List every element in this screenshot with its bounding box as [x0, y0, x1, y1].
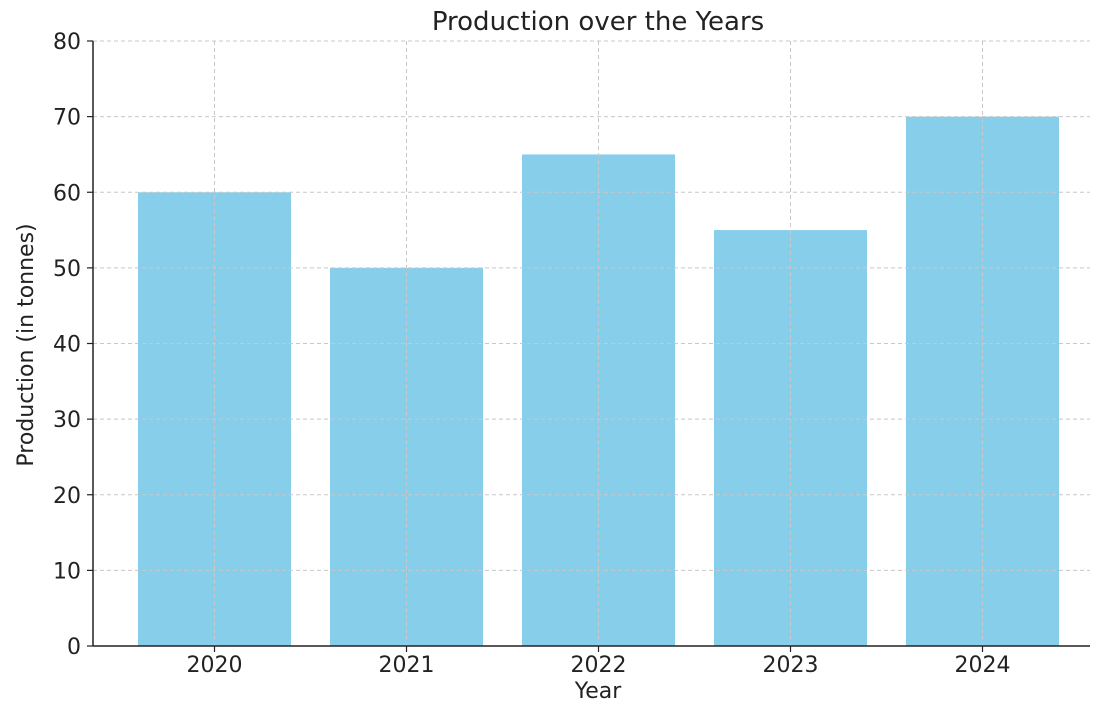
y-axis-label: Production (in tonnes): [14, 223, 39, 466]
y-tick-label-70: 70: [53, 106, 81, 131]
y-tick-label-30: 30: [53, 408, 81, 433]
y-tick-label-0: 0: [67, 635, 81, 660]
y-tick-label-40: 40: [53, 333, 81, 358]
y-tick-label-10: 10: [53, 559, 81, 584]
x-tick-label-2021: 2021: [379, 653, 435, 678]
y-tick-label-50: 50: [53, 257, 81, 282]
x-axis-label: Year: [574, 679, 623, 702]
x-tick-label-2024: 2024: [955, 653, 1011, 678]
chart-title: Production over the Years: [432, 7, 764, 37]
y-tick-label-80: 80: [53, 30, 81, 55]
x-tick-label-2022: 2022: [571, 653, 627, 678]
ticks-layer: 0 10 20 30 40 50 60 70 80 2020 2021 2022 2023 2024: [53, 30, 1011, 678]
x-tick-label-2020: 2020: [187, 653, 243, 678]
y-tick-label-20: 20: [53, 484, 81, 509]
grid-layer: [93, 40, 1090, 646]
y-tick-label-60: 60: [53, 181, 81, 206]
x-tick-label-2023: 2023: [763, 653, 819, 678]
